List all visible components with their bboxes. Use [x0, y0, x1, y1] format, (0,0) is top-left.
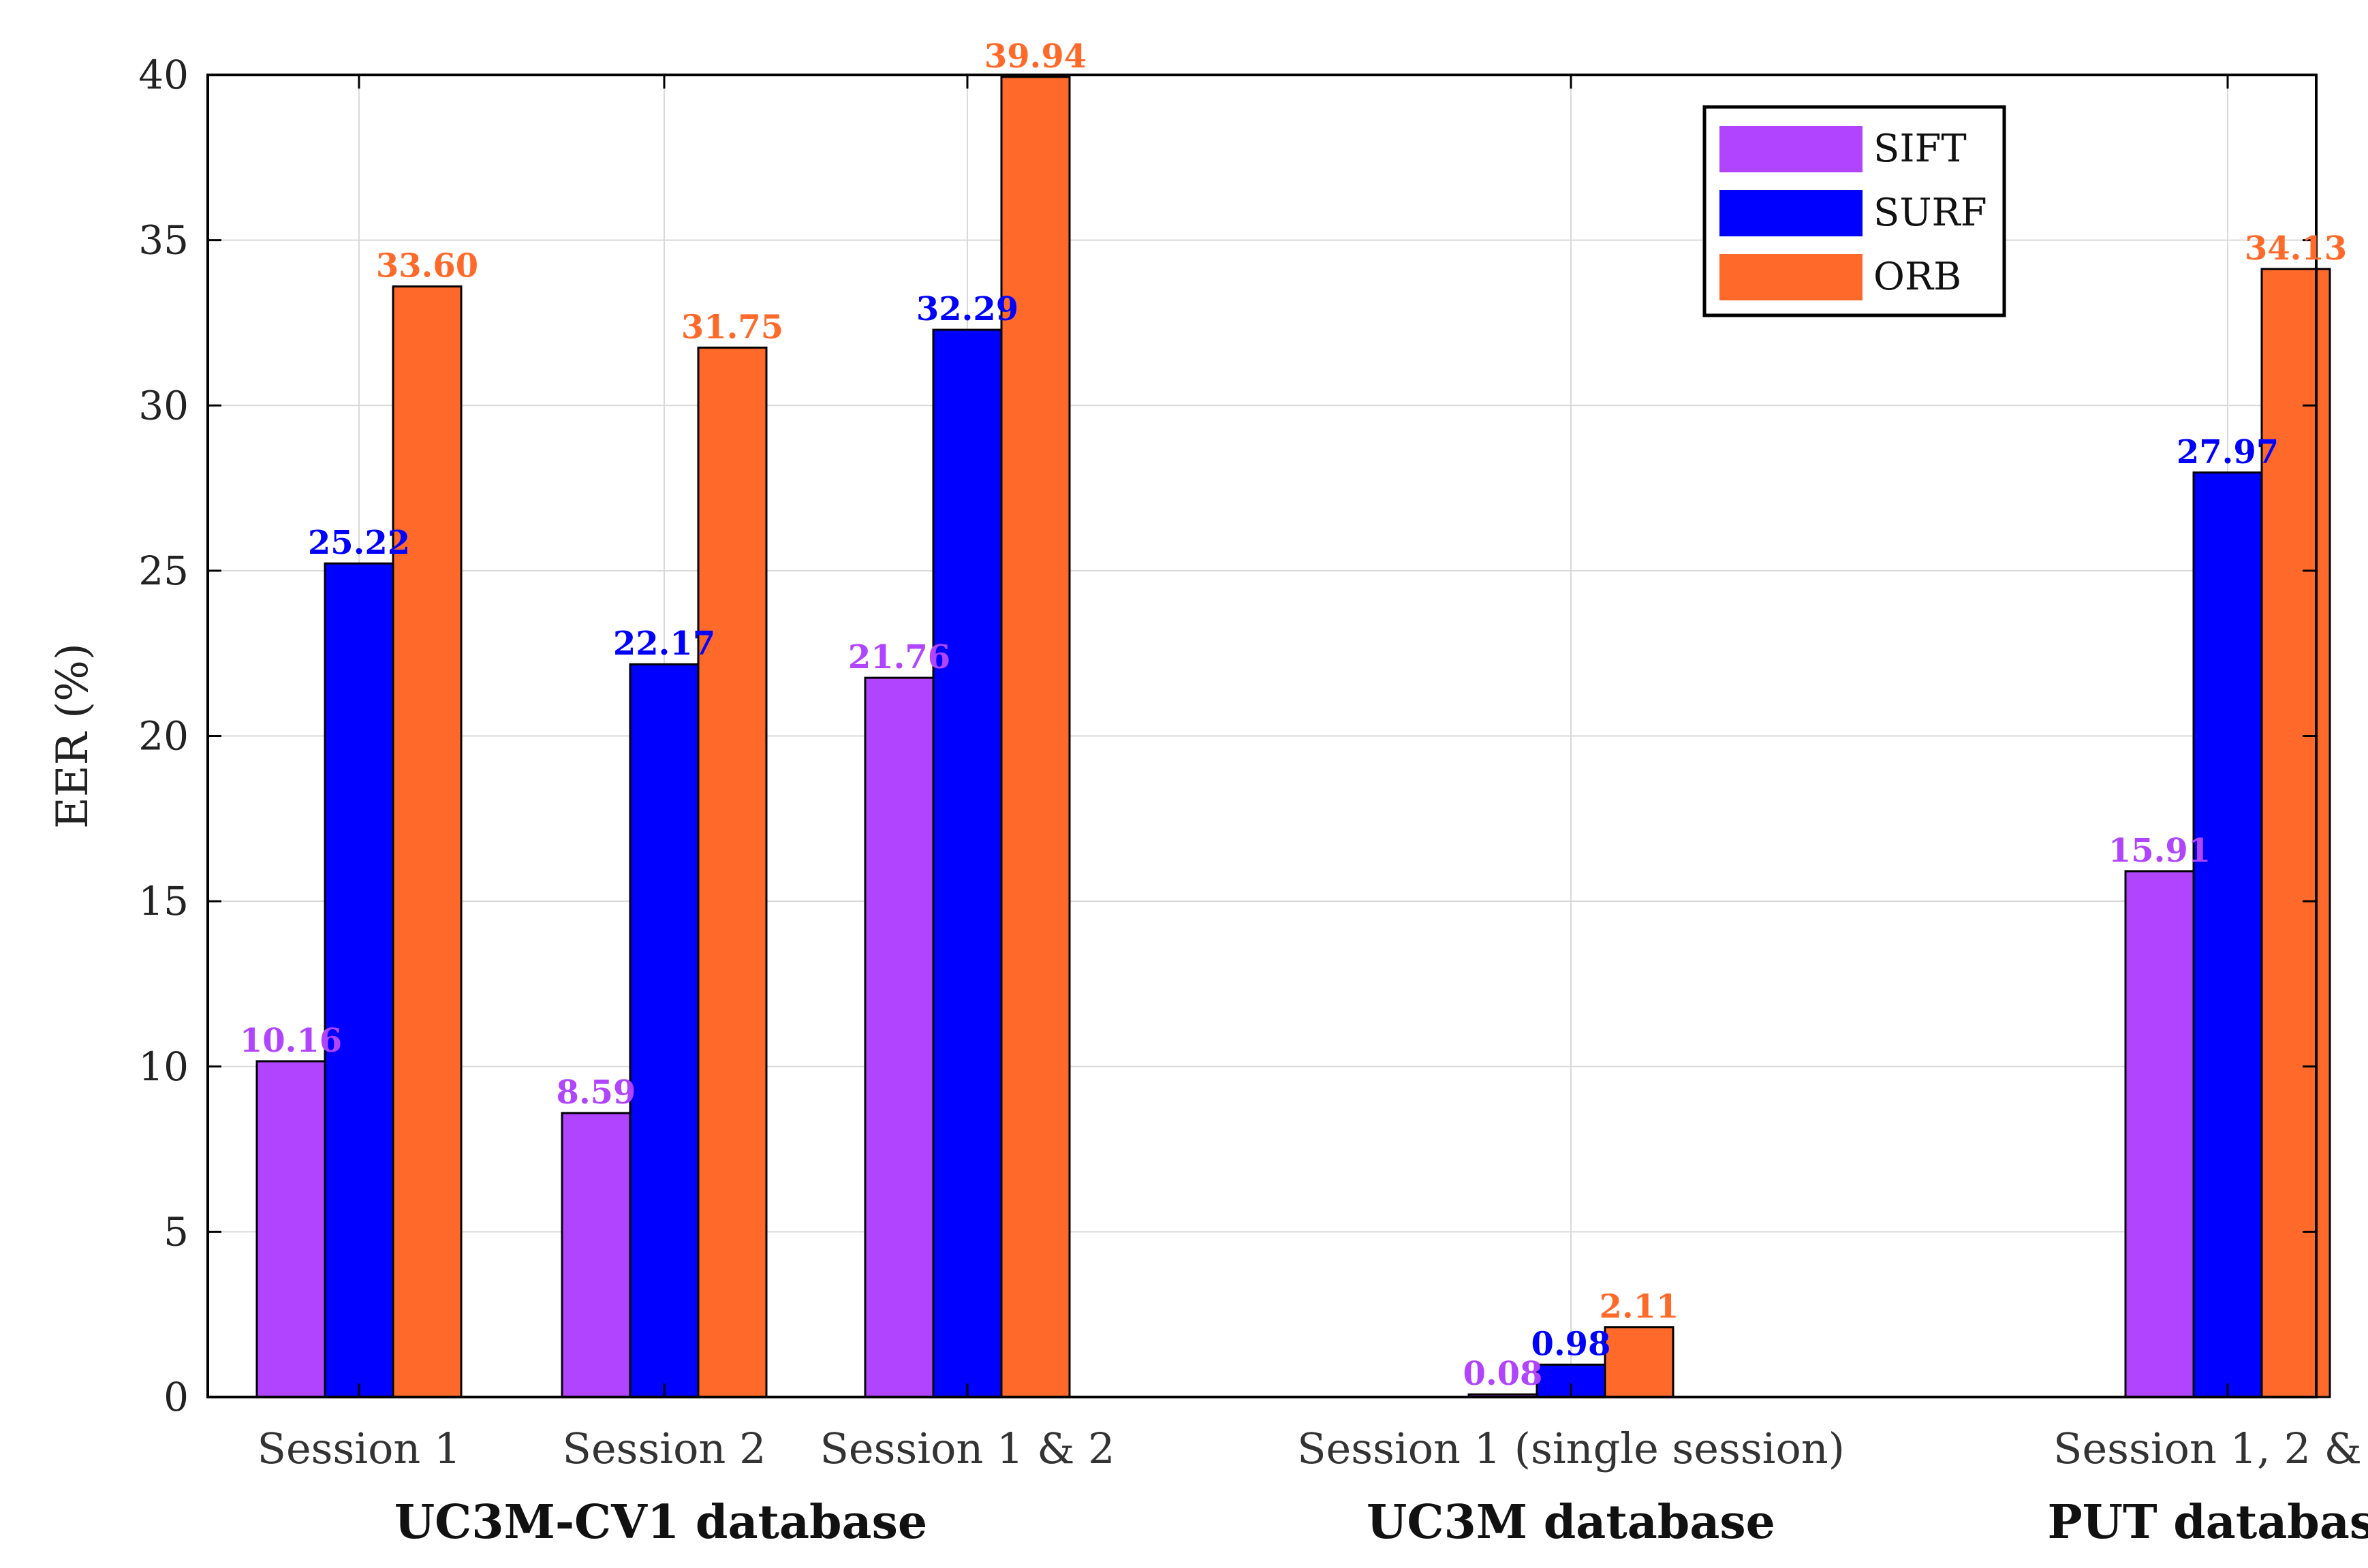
legend-swatch-orb	[1719, 254, 1863, 300]
legend-swatch-surf	[1719, 190, 1863, 236]
y-axis-ticks: 0 5 10 15 20 25 30 35 40	[138, 52, 2316, 1420]
bar-surf	[324, 562, 394, 1398]
data-label-sift: 8.59	[557, 1073, 636, 1112]
bar-orb	[2260, 268, 2331, 1398]
y-tick-label: 15	[138, 878, 189, 924]
bar-surf	[629, 663, 700, 1398]
data-label-surf: 27.97	[2177, 433, 2279, 471]
y-tick-label: 35	[138, 217, 189, 264]
data-label-sift: 21.76	[848, 638, 950, 676]
y-tick-label: 10	[138, 1044, 189, 1090]
bar-sift	[864, 676, 935, 1398]
group-labels: UC3M-CV1 database UC3M database PUT databa…	[394, 1495, 2368, 1550]
bars	[255, 76, 2331, 1398]
bar-orb	[1604, 1326, 1674, 1398]
y-tick-label: 40	[138, 52, 189, 98]
data-label-orb: 34.13	[2245, 230, 2347, 268]
bar-sift	[255, 1060, 326, 1398]
data-label-sift: 10.16	[240, 1022, 342, 1060]
data-labels: 10.16 8.59 21.76 0.08 15.91 25.22 22.17 32.29 0.…	[240, 37, 2347, 1393]
data-label-surf: 0.98	[1531, 1325, 1611, 1363]
category-label: Session 1	[257, 1424, 461, 1473]
legend-label-orb: ORB	[1873, 255, 1961, 299]
bar-sift	[561, 1112, 632, 1398]
data-label-sift: 15.91	[2108, 832, 2211, 870]
bar-orb	[1000, 76, 1071, 1398]
y-tick-label: 30	[138, 382, 189, 428]
y-tick-label: 0	[163, 1374, 189, 1420]
category-label: Session 1, 2 & 3	[2053, 1424, 2368, 1473]
bar-sift	[2124, 870, 2195, 1398]
data-label-orb: 31.75	[681, 308, 783, 346]
data-label-orb: 33.60	[376, 247, 478, 285]
bar-surf	[2192, 471, 2263, 1398]
category-label: Session 1 (single session)	[1297, 1424, 1845, 1473]
data-label-surf: 25.22	[308, 524, 410, 562]
y-axis-title: EER (%)	[48, 643, 98, 829]
group-label: PUT database	[2048, 1495, 2368, 1550]
category-label: Session 2	[562, 1424, 766, 1473]
legend-label-surf: SURF	[1873, 191, 1987, 235]
bar-surf	[932, 328, 1003, 1398]
y-tick-label: 20	[138, 713, 189, 759]
category-label: Session 1 & 2	[820, 1424, 1115, 1473]
data-label-orb: 2.11	[1600, 1288, 1679, 1326]
legend-swatch-sift	[1719, 126, 1863, 172]
category-labels: Session 1 Session 2 Session 1 & 2 Session 1…	[257, 1424, 2368, 1473]
group-label: UC3M-CV1 database	[394, 1495, 927, 1550]
data-label-surf: 22.17	[613, 625, 715, 663]
data-label-orb: 39.94	[984, 37, 1087, 76]
data-label-sift: 0.08	[1463, 1355, 1543, 1393]
bar-orb	[392, 285, 463, 1398]
y-tick-label: 25	[138, 548, 189, 594]
group-label: UC3M database	[1367, 1495, 1775, 1550]
legend: SIFT SURF ORB	[1702, 105, 2006, 317]
data-label-surf: 32.29	[916, 290, 1018, 328]
bar-orb	[697, 346, 768, 1398]
y-tick-label: 5	[163, 1208, 189, 1255]
legend-label-sift: SIFT	[1873, 127, 1967, 171]
